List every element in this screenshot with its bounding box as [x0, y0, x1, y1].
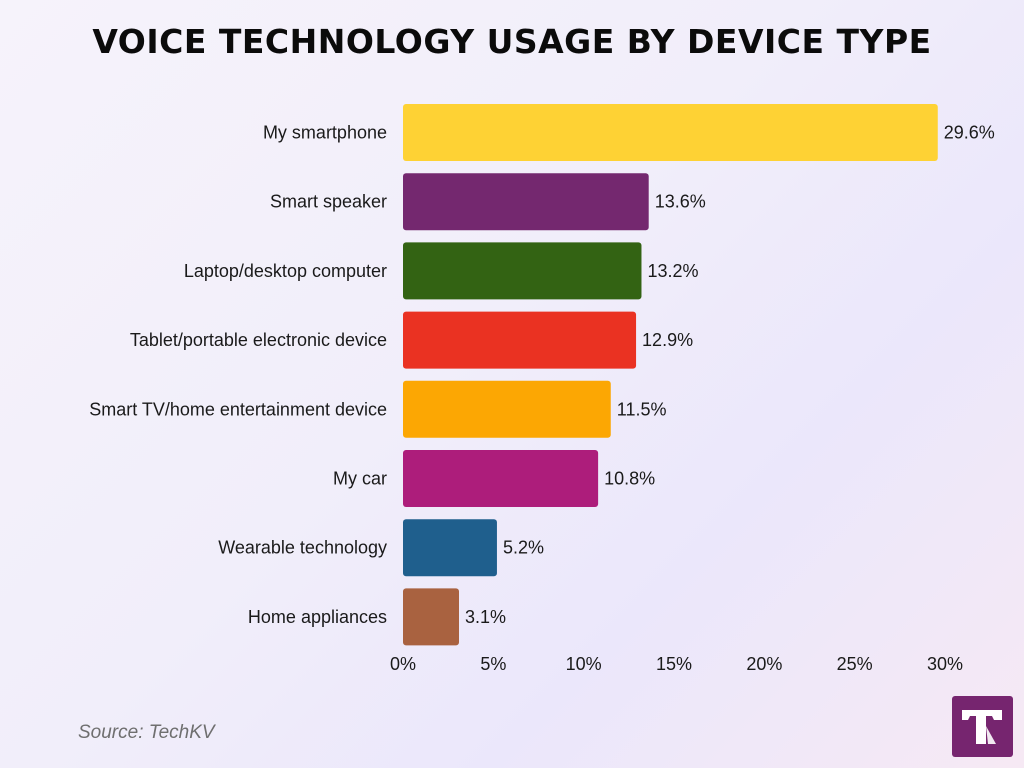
value-label: 10.8% [604, 469, 655, 489]
category-label: Smart speaker [270, 192, 387, 212]
category-label: My smartphone [263, 123, 387, 143]
bar [403, 519, 497, 577]
chart-title: VOICE TECHNOLOGY USAGE BY DEVICE TYPE [92, 22, 932, 61]
x-tick-label: 20% [746, 654, 782, 674]
value-label: 12.9% [642, 330, 693, 350]
category-label: My car [333, 469, 387, 489]
x-tick-label: 10% [566, 654, 602, 674]
bar [403, 450, 599, 507]
x-tick-label: 0% [390, 654, 416, 674]
category-label: Tablet/portable electronic device [130, 330, 387, 350]
x-tick-label: 15% [656, 654, 692, 674]
category-label: Laptop/desktop computer [184, 261, 387, 281]
value-label: 29.6% [944, 123, 995, 143]
x-tick-label: 25% [837, 654, 873, 674]
value-label: 13.6% [655, 192, 706, 212]
value-label: 13.2% [647, 261, 698, 281]
category-label: Wearable technology [218, 538, 387, 558]
category-label: Home appliances [248, 607, 387, 627]
bar [403, 242, 642, 300]
x-tick-label: 5% [480, 654, 506, 674]
value-label: 3.1% [465, 607, 506, 627]
x-tick-label: 30% [927, 654, 963, 674]
bar [403, 104, 938, 161]
value-label: 11.5% [617, 399, 667, 419]
techkv-logo-icon [952, 696, 1013, 757]
source-note: Source: TechKV [78, 722, 215, 743]
category-label: Smart TV/home entertainment device [89, 399, 387, 419]
value-label: 5.2% [503, 538, 544, 558]
bar [403, 380, 611, 438]
bar [403, 311, 637, 369]
bar [403, 588, 460, 646]
bar [403, 173, 649, 231]
